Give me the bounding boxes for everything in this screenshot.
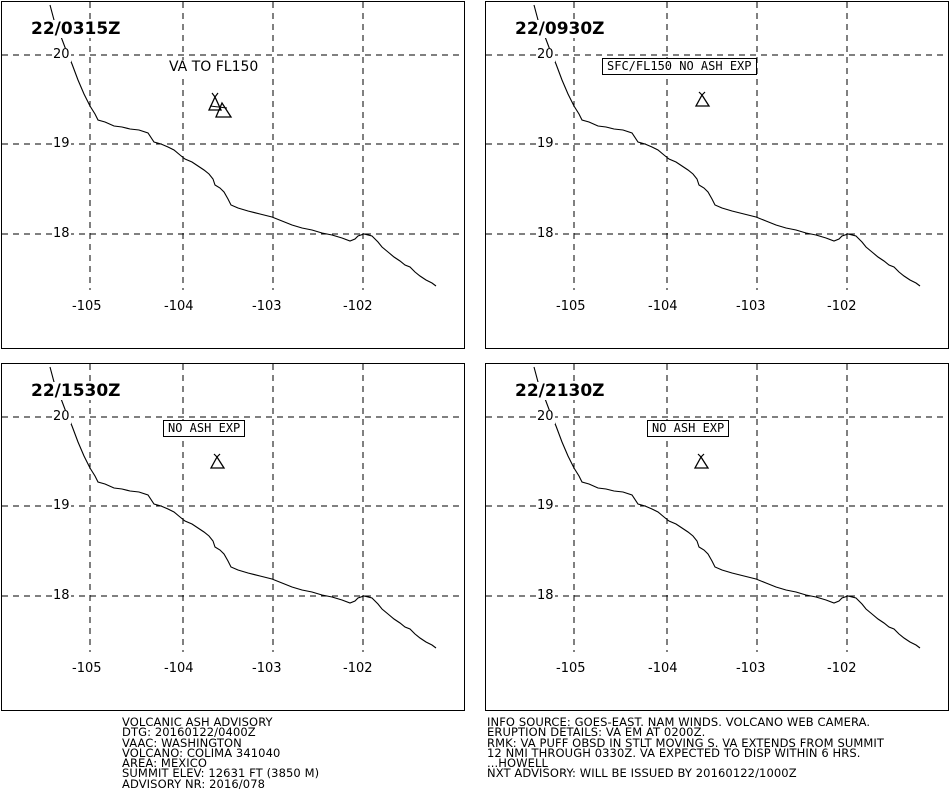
lon-label-104: -104 [648,661,678,676]
lon-label-105: -105 [556,299,586,314]
advisory-details-right: INFO SOURCE: GOES-EAST. NAM WINDS. VOLCA… [487,715,885,781]
advisory-line: ERUPTION DETAILS: VA EM AT 0200Z. [487,725,706,740]
advisory-line: DTG: 20160122/0400Z [122,725,256,740]
lon-label-103: -103 [736,299,766,314]
map-canvas [486,2,948,290]
advisory-line: ...HOWELL [487,756,549,771]
volcano-triangle-icon [209,453,226,469]
advisory-line: INFO SOURCE: GOES-EAST. NAM WINDS. VOLCA… [487,715,871,729]
lon-label-105: -105 [72,661,102,676]
lat-label-20: 20 [52,47,71,62]
lat-label-18: 18 [536,588,555,603]
map-panel-2: 22/0930Z 20 19 18 -105 -104 -103 -102 SF… [485,1,949,349]
lat-label-18: 18 [536,226,555,241]
lon-label-102: -102 [827,299,857,314]
advisory-line: VOLCANO: COLIMA 341040 [122,745,281,760]
lat-label-20: 20 [52,409,71,424]
map-canvas [2,2,464,290]
lat-label-18: 18 [52,226,71,241]
advisory-line: ADVISORY NR: 2016/078 [122,776,266,791]
lat-label-19: 19 [52,136,71,151]
ash-label: NO ASH EXP [163,420,246,437]
advisory-header-left: VOLCANIC ASH ADVISORY DTG: 20160122/0400… [122,715,320,791]
lat-label-19: 19 [536,498,555,513]
lat-label-20: 20 [536,47,555,62]
ash-label: SFC/FL150 NO ASH EXP [602,58,757,75]
lat-label-20: 20 [536,409,555,424]
lon-label-103: -103 [252,299,282,314]
map-canvas [486,364,948,652]
lat-label-19: 19 [536,136,555,151]
advisory-line: VAAC: WASHINGTON [122,735,242,750]
lon-label-102: -102 [343,661,373,676]
map-panel-1: 22/0315Z 20 19 18 -105 -104 -103 -102 VA… [1,1,465,349]
lat-label-18: 18 [52,588,71,603]
coastline [533,366,921,649]
lon-label-103: -103 [252,661,282,676]
volcano-triangle-icon [694,91,711,107]
lon-label-105: -105 [556,661,586,676]
lon-label-103: -103 [736,661,766,676]
volcano-triangle-icon [693,453,710,469]
advisory-line: AREA: MEXICO [122,756,208,771]
panel-time: 22/0315Z [30,19,122,39]
volcano-triangle-icon [207,92,233,118]
panel-time: 22/0930Z [514,19,606,39]
ash-label: VA TO FL150 [167,59,261,75]
lon-label-104: -104 [648,299,678,314]
map-panel-4: 22/2130Z 20 19 18 -105 -104 -103 -102 NO… [485,363,949,711]
panel-time: 22/1530Z [30,381,122,401]
coastline [49,366,437,649]
advisory-line: RMK: VA PUFF OBSD IN STLT MOVING S. VA E… [487,735,885,750]
lon-label-102: -102 [827,661,857,676]
lat-label-19: 19 [52,498,71,513]
map-canvas [2,364,464,652]
advisory-line: NXT ADVISORY: WILL BE ISSUED BY 20160122… [487,766,797,781]
lon-label-104: -104 [164,661,194,676]
lon-label-104: -104 [164,299,194,314]
advisory-line: SUMMIT ELEV: 12631 FT (3850 M) [122,766,320,781]
lon-label-102: -102 [343,299,373,314]
coastline [533,4,921,287]
advisory-line: VOLCANIC ASH ADVISORY [122,715,273,729]
lon-label-105: -105 [72,299,102,314]
ash-label: NO ASH EXP [647,420,730,437]
panel-time: 22/2130Z [514,381,606,401]
map-panel-3: 22/1530Z 20 19 18 -105 -104 -103 -102 NO… [1,363,465,711]
coastline [49,4,437,287]
advisory-line: 12 NMI THROUGH 0330Z. VA EXPECTED TO DIS… [487,745,861,760]
